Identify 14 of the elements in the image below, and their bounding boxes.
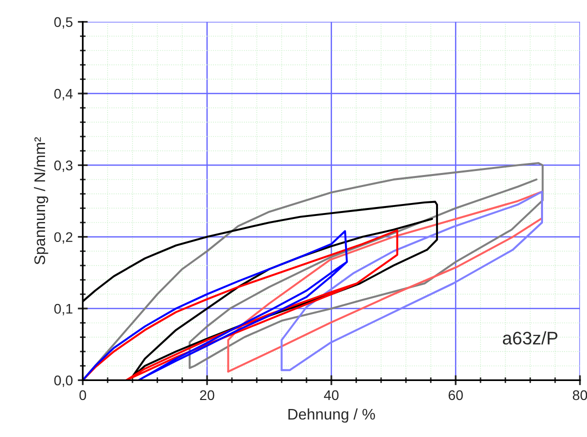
annotation: a63z/P	[502, 331, 558, 345]
x-tick-label: 20	[200, 390, 214, 400]
y-tick-label: 0,4	[54, 88, 73, 100]
x-tick-label: 80	[572, 390, 587, 400]
x-tick-label: 40	[324, 390, 339, 400]
y-tick-label: 0,5	[54, 17, 72, 29]
y-tick-label: 0,2	[54, 232, 72, 244]
y-tick-label: 0,3	[54, 160, 72, 172]
y-axis-title: Spannung / N/mm²	[34, 137, 48, 264]
x-tick-label: 60	[448, 390, 463, 400]
y-tick-label: 0,1	[54, 304, 72, 316]
x-tick-label: 0	[79, 390, 86, 400]
y-tick-label: 0,0	[54, 376, 73, 387]
x-axis-title: Dehnung / %	[288, 408, 375, 423]
